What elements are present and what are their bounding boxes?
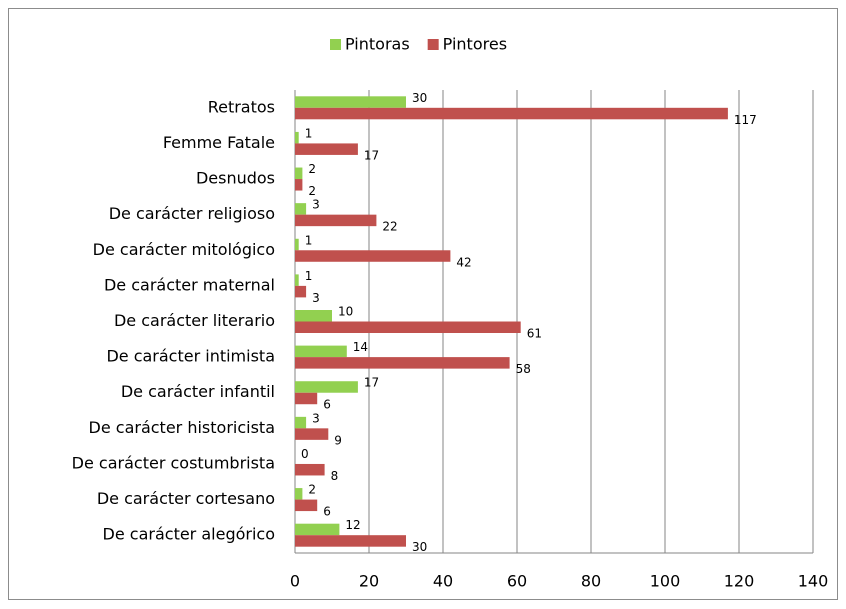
data-label: 1 [305, 233, 313, 247]
x-tick-label: 100 [650, 572, 681, 591]
legend-swatch [427, 39, 439, 50]
bar [295, 357, 510, 369]
data-label: 3 [312, 411, 320, 425]
bar [295, 428, 329, 440]
bar [295, 143, 358, 155]
data-label: 1 [305, 126, 313, 140]
y-tick-label: Retratos [208, 97, 275, 116]
bar [295, 392, 318, 405]
y-tick-label: De carácter alegórico [103, 525, 275, 544]
data-label: 17 [364, 376, 379, 390]
bar [295, 214, 377, 227]
data-label: 6 [323, 505, 331, 519]
bar [295, 523, 340, 536]
y-tick-label: De carácter maternal [104, 275, 275, 294]
data-label: 0 [301, 447, 309, 461]
x-tick-label: 60 [507, 572, 527, 591]
bar [295, 463, 325, 476]
bar [295, 131, 299, 144]
bar [295, 416, 307, 429]
data-label: 30 [412, 91, 427, 105]
x-tick-label: 120 [724, 572, 755, 591]
legend-swatch [330, 39, 341, 50]
data-label: 3 [312, 291, 320, 305]
x-tick-label: 0 [290, 572, 300, 591]
data-label: 2 [308, 184, 316, 198]
x-tick-label: 140 [798, 572, 829, 591]
data-label: 42 [456, 255, 471, 269]
bar [295, 499, 318, 512]
x-tick-label: 80 [581, 572, 601, 591]
bar [295, 179, 303, 191]
data-label: 10 [338, 305, 353, 319]
bar [295, 488, 303, 500]
y-tick-label: De carácter costumbrista [72, 453, 275, 472]
y-tick-label: Femme Fatale [163, 133, 275, 152]
x-tick-label: 40 [433, 572, 453, 591]
bar [295, 381, 358, 393]
data-label: 58 [516, 362, 531, 376]
legend-label: Pintores [443, 35, 507, 54]
data-label: 9 [334, 433, 342, 447]
bar [295, 203, 307, 215]
data-label: 61 [527, 327, 542, 341]
bar [295, 250, 451, 262]
y-tick-label: De carácter literario [114, 311, 275, 330]
data-label: 22 [382, 220, 397, 234]
bar [295, 321, 521, 333]
y-tick-label: De carácter historicista [89, 418, 275, 437]
data-label: 2 [308, 483, 316, 497]
data-label: 2 [308, 162, 316, 176]
bar [295, 274, 299, 286]
legend-label: Pintoras [345, 35, 410, 54]
data-label: 8 [331, 469, 339, 483]
data-label: 1 [305, 269, 313, 283]
data-label: 6 [323, 398, 331, 412]
bar [295, 96, 406, 108]
data-label: 14 [353, 340, 368, 354]
x-tick-label: 20 [359, 572, 379, 591]
y-tick-label: De carácter religioso [109, 204, 275, 223]
data-label: 117 [734, 113, 757, 127]
bar [295, 107, 728, 120]
y-tick-label: De carácter cortesano [97, 489, 275, 508]
chart-border [8, 8, 838, 600]
bar [295, 535, 406, 547]
bar [295, 310, 332, 322]
data-label: 12 [345, 518, 360, 532]
y-tick-label: Desnudos [196, 169, 275, 188]
y-tick-label: De carácter intimista [106, 347, 275, 366]
data-label: 17 [364, 148, 379, 162]
bar [295, 238, 299, 251]
bar [295, 345, 347, 358]
y-tick-label: De carácter mitológico [93, 240, 275, 259]
bar [295, 167, 303, 180]
bar [295, 285, 307, 298]
data-label: 30 [412, 540, 427, 554]
data-label: 3 [312, 198, 320, 212]
y-tick-label: De carácter infantil [121, 382, 275, 401]
